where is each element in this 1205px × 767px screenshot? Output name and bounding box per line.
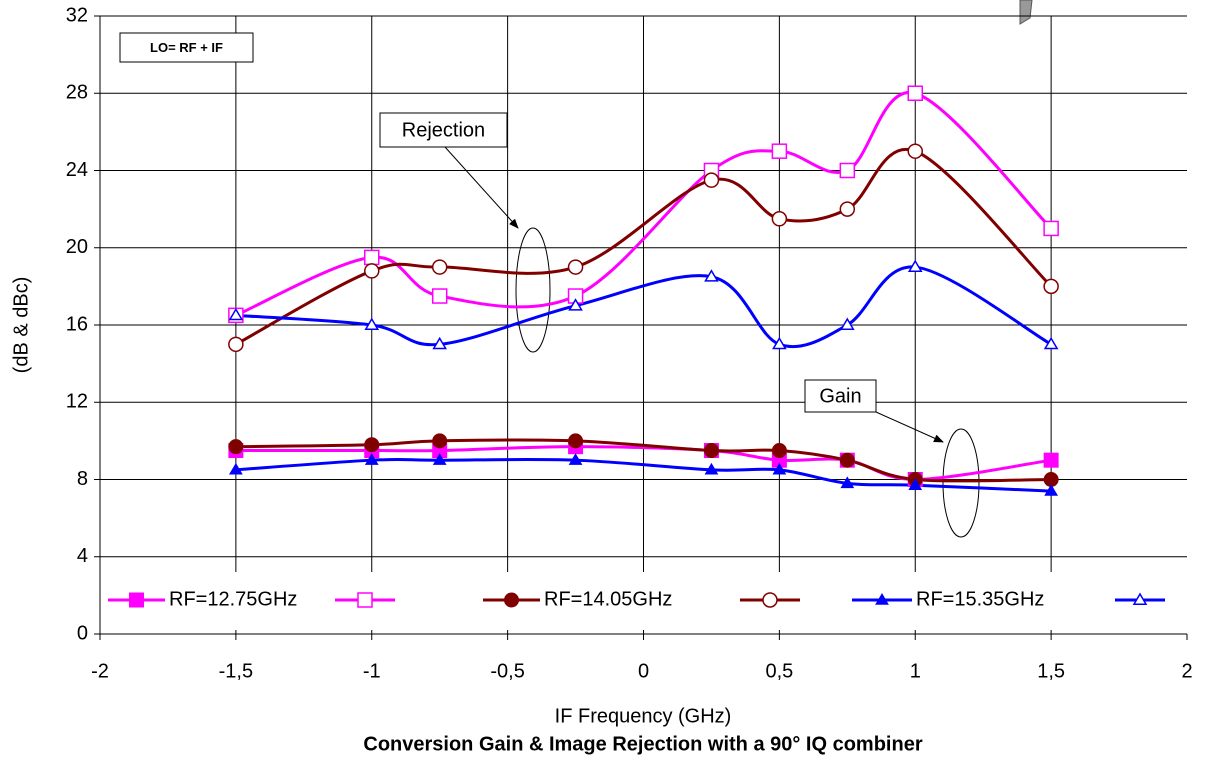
marker [840,317,855,330]
marker [839,452,855,468]
marker [357,592,373,608]
marker [1044,484,1058,496]
marker [432,433,448,449]
marker [568,298,583,311]
marker [771,143,788,159]
marker [1132,592,1148,605]
y-tick-label: 12 [66,391,88,413]
annotation-box [804,379,877,413]
marker [1043,278,1059,295]
marker [364,453,379,465]
marker [228,336,244,353]
x-tick-label: -1,5 [219,660,253,682]
marker [229,462,243,475]
legend [101,572,1187,630]
marker [772,336,787,350]
annotation-ellipse [942,428,980,538]
decor [1019,0,1033,25]
annotation: Gain [819,385,861,407]
annotation-arrow [875,411,944,443]
x-tick-label: 0 [638,660,649,682]
x-tick-label: 1 [910,660,921,682]
marker [762,592,778,608]
annotation: LO= RF + IF [150,40,223,55]
marker [839,162,856,179]
marker [771,443,787,459]
marker [704,462,719,475]
marker [364,317,380,330]
marker [908,478,923,490]
y-tick-label: 32 [66,4,88,26]
marker [431,288,448,304]
series-line [235,457,1052,493]
y-tick-label: 16 [66,313,88,335]
x-tick-label: -1 [363,660,381,682]
marker [568,433,584,449]
legend-label: RF=14.05GHz [544,588,672,610]
marker [364,249,380,266]
marker [129,592,144,608]
legend-label: RF=12.75GHz [169,588,297,610]
marker [431,259,448,275]
x-tick-label: 0,5 [765,660,793,682]
marker [228,439,244,455]
marker [907,259,923,273]
y-tick-label: 24 [66,159,88,181]
legend-label: RF=15.35GHz [916,588,1044,610]
marker [771,211,788,227]
marker [432,336,447,350]
annotation-ellipse [515,227,551,353]
y-tick-label: 0 [77,622,88,644]
marker [704,269,719,282]
annotation: Rejection [402,119,485,141]
annotation-box [379,112,508,148]
chart-title: Conversion Gain & Image Rejection with a… [363,733,922,755]
marker [432,453,447,465]
x-tick-label: 1,5 [1037,660,1065,682]
y-tick-label: 4 [77,545,88,567]
marker [772,462,787,475]
marker [568,453,583,465]
marker [907,85,923,101]
marker [1043,452,1059,468]
y-axis-title: (dB & dBc) [10,277,32,374]
marker [907,143,923,159]
marker [567,259,584,275]
marker [703,172,720,188]
marker [875,593,889,605]
marker [228,307,244,321]
marker [840,476,855,489]
annotation-box [119,32,254,63]
marker [1043,220,1059,237]
y-tick-label: 20 [66,236,88,258]
x-tick-label: -0,5 [490,660,524,682]
y-tick-label: 8 [77,468,88,490]
marker [1043,336,1059,350]
marker [364,263,380,279]
x-tick-label: -2 [91,660,109,682]
marker [839,201,856,217]
marker [703,443,719,459]
marker [364,437,380,453]
x-axis-title: IF Frequency (GHz) [555,705,732,727]
y-tick-label: 28 [66,82,88,104]
annotation-arrow [444,146,519,229]
series-line [235,438,1052,483]
x-tick-label: 2 [1181,660,1192,682]
marker [504,592,519,608]
